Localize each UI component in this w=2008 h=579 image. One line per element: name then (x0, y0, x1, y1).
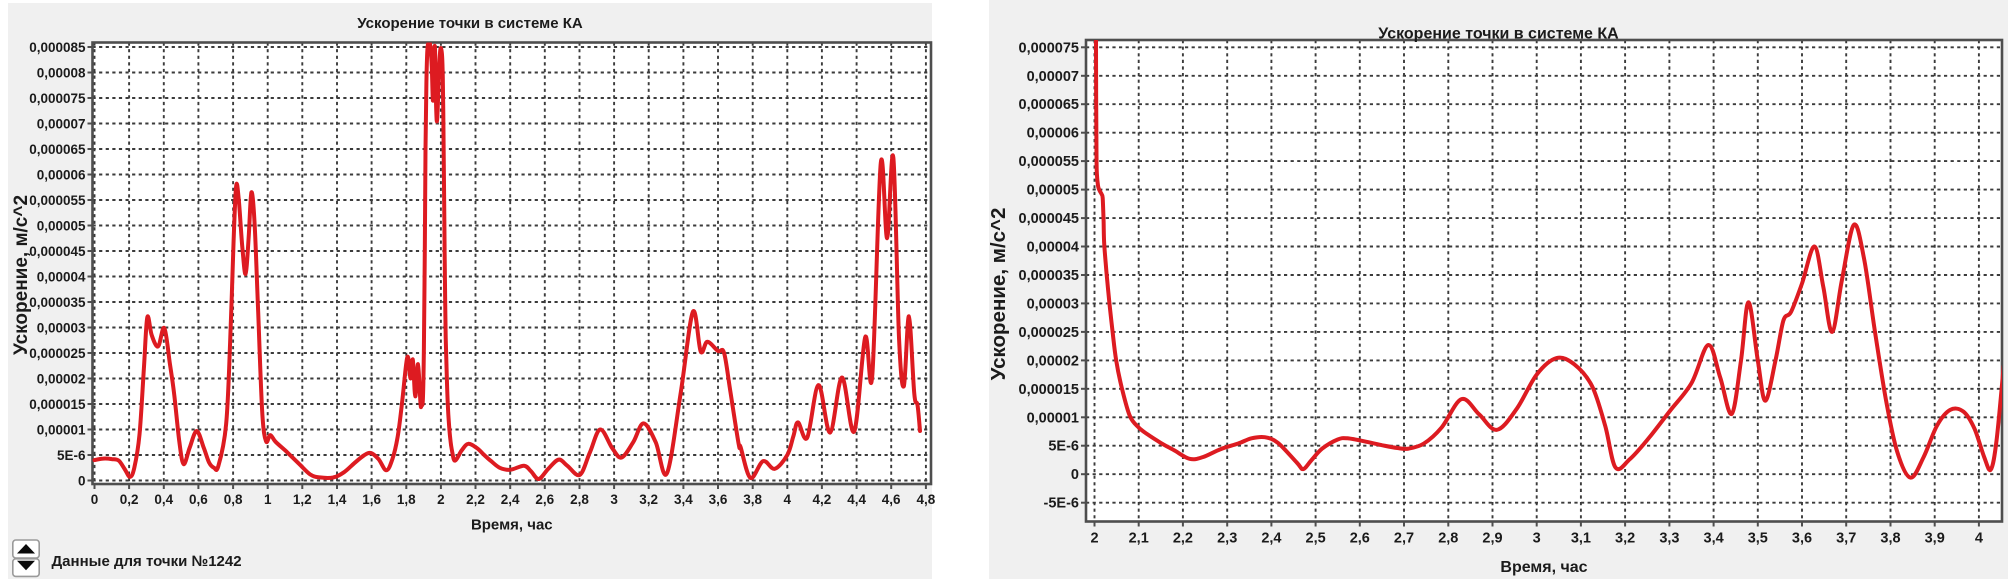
svg-text:0,00005: 0,00005 (37, 219, 86, 234)
svg-text:2: 2 (437, 492, 445, 507)
svg-text:Время, час: Время, час (1500, 559, 1587, 576)
svg-text:0,00005: 0,00005 (1027, 183, 1079, 199)
svg-text:0: 0 (91, 492, 99, 507)
svg-text:0,000015: 0,000015 (29, 397, 86, 412)
svg-text:Данные для точки №1242: Данные для точки №1242 (52, 553, 242, 570)
svg-text:0,00008: 0,00008 (37, 66, 86, 81)
svg-text:2,2: 2,2 (466, 492, 485, 507)
svg-text:0,000025: 0,000025 (1019, 325, 1079, 341)
svg-text:2,8: 2,8 (570, 492, 589, 507)
svg-text:1: 1 (264, 492, 272, 507)
svg-text:4,4: 4,4 (847, 492, 866, 507)
svg-text:0,8: 0,8 (224, 492, 243, 507)
svg-text:3,6: 3,6 (1792, 531, 1812, 547)
svg-text:2,4: 2,4 (501, 492, 520, 507)
svg-text:3,1: 3,1 (1571, 531, 1591, 547)
svg-text:3,4: 3,4 (1704, 531, 1724, 547)
svg-text:0,00003: 0,00003 (1027, 296, 1079, 312)
svg-text:0,000075: 0,000075 (1019, 40, 1079, 56)
svg-text:1,4: 1,4 (328, 492, 347, 507)
svg-text:1,8: 1,8 (397, 492, 416, 507)
svg-text:2,5: 2,5 (1306, 531, 1326, 547)
svg-text:0,000065: 0,000065 (1019, 97, 1079, 113)
svg-text:0,4: 0,4 (154, 492, 173, 507)
svg-text:Ускорение точки в системе КА: Ускорение точки в системе КА (1378, 26, 1619, 43)
svg-text:0,00007: 0,00007 (1027, 69, 1079, 85)
svg-text:4: 4 (784, 492, 792, 507)
svg-text:0,000085: 0,000085 (29, 40, 86, 55)
svg-text:5E-6: 5E-6 (1048, 439, 1079, 455)
svg-text:2,8: 2,8 (1438, 531, 1458, 547)
svg-text:Время, час: Время, час (471, 517, 553, 534)
svg-text:0,2: 0,2 (120, 492, 139, 507)
svg-text:0,000065: 0,000065 (29, 142, 86, 157)
svg-text:0,000045: 0,000045 (29, 244, 86, 259)
svg-text:4,2: 4,2 (813, 492, 832, 507)
svg-text:3,4: 3,4 (674, 492, 693, 507)
svg-text:4,8: 4,8 (917, 492, 936, 507)
svg-text:2,7: 2,7 (1394, 531, 1414, 547)
svg-text:0,00004: 0,00004 (1027, 240, 1079, 256)
svg-text:0,00002: 0,00002 (37, 372, 86, 387)
svg-text:2,6: 2,6 (535, 492, 554, 507)
svg-text:2,1: 2,1 (1129, 531, 1149, 547)
svg-text:Ускорение, м/с^2: Ускорение, м/с^2 (11, 195, 32, 355)
svg-text:2,9: 2,9 (1482, 531, 1502, 547)
svg-text:1,6: 1,6 (362, 492, 381, 507)
svg-text:4,6: 4,6 (882, 492, 901, 507)
svg-text:0,000035: 0,000035 (29, 295, 86, 310)
svg-text:3,8: 3,8 (743, 492, 762, 507)
svg-text:0,00006: 0,00006 (37, 168, 86, 183)
svg-text:Ускорение, м/с^2: Ускорение, м/с^2 (987, 208, 1010, 381)
svg-text:2,2: 2,2 (1173, 531, 1193, 547)
svg-text:0,00004: 0,00004 (37, 270, 86, 285)
svg-text:0,000035: 0,000035 (1019, 268, 1079, 284)
svg-text:-5E-6: -5E-6 (1044, 496, 1079, 512)
svg-text:0,000055: 0,000055 (1019, 154, 1079, 170)
svg-text:0,000015: 0,000015 (1019, 382, 1079, 398)
svg-text:1,2: 1,2 (293, 492, 312, 507)
svg-text:0,00006: 0,00006 (1027, 126, 1079, 142)
svg-text:0,00001: 0,00001 (1027, 410, 1079, 426)
svg-text:Ускорение точки в системе КА: Ускорение точки в системе КА (357, 15, 583, 32)
svg-text:0,000025: 0,000025 (29, 346, 86, 361)
svg-text:2: 2 (1090, 531, 1098, 547)
svg-text:2,3: 2,3 (1217, 531, 1237, 547)
svg-text:0,00007: 0,00007 (37, 117, 86, 132)
svg-text:3,6: 3,6 (709, 492, 728, 507)
svg-text:3,2: 3,2 (1615, 531, 1635, 547)
svg-text:5E-6: 5E-6 (57, 448, 86, 463)
svg-text:0,000055: 0,000055 (29, 193, 86, 208)
svg-text:3,8: 3,8 (1880, 531, 1900, 547)
svg-text:3: 3 (1533, 531, 1541, 547)
svg-text:0,00003: 0,00003 (37, 321, 86, 336)
svg-text:3,3: 3,3 (1659, 531, 1679, 547)
svg-text:3,5: 3,5 (1748, 531, 1768, 547)
svg-text:0,6: 0,6 (189, 492, 208, 507)
svg-text:0,00002: 0,00002 (1027, 353, 1079, 369)
svg-text:0: 0 (78, 474, 86, 489)
svg-text:3,9: 3,9 (1925, 531, 1945, 547)
svg-text:0,000045: 0,000045 (1019, 211, 1079, 227)
svg-text:0: 0 (1071, 467, 1079, 483)
svg-text:3,7: 3,7 (1836, 531, 1856, 547)
svg-text:4: 4 (1975, 531, 1983, 547)
svg-text:3: 3 (610, 492, 618, 507)
svg-text:3,2: 3,2 (639, 492, 658, 507)
svg-text:0,000075: 0,000075 (29, 91, 86, 106)
svg-text:0,00001: 0,00001 (37, 423, 86, 438)
svg-text:2,6: 2,6 (1350, 531, 1370, 547)
svg-text:2,4: 2,4 (1261, 531, 1281, 547)
